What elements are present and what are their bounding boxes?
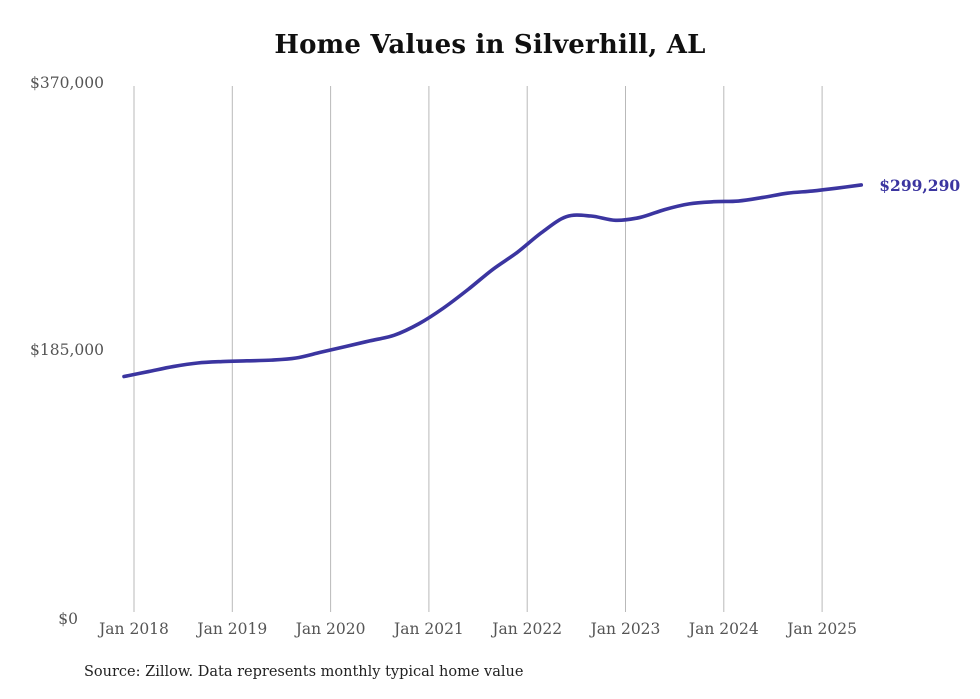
series-end-value-label: $299,290 (879, 175, 961, 195)
value-line-series (122, 183, 864, 379)
x-axis-tick-label: Jan 2021 (393, 620, 464, 638)
y-axis-tick-label-mid: $185,000 (30, 341, 104, 359)
x-axis-tick-label: Jan 2022 (492, 620, 563, 638)
x-axis-tick-label: Jan 2019 (197, 620, 268, 638)
gridlines (133, 86, 823, 612)
x-axis-tick-label: Jan 2024 (688, 620, 759, 638)
x-axis-tick-label: Jan 2020 (295, 620, 366, 638)
y-axis-tick-label-zero: $0 (58, 610, 78, 628)
x-axis-tick-label: Jan 2023 (590, 620, 661, 638)
page-title: Home Values in Silverhill, AL (274, 30, 706, 60)
source-note: Source: Zillow. Data represents monthly … (84, 664, 524, 680)
x-axis-tick-label: Jan 2018 (99, 620, 169, 638)
y-axis-tick-label-top: $370,000 (30, 74, 104, 92)
x-axis-tick-label: Jan 2025 (787, 620, 857, 638)
